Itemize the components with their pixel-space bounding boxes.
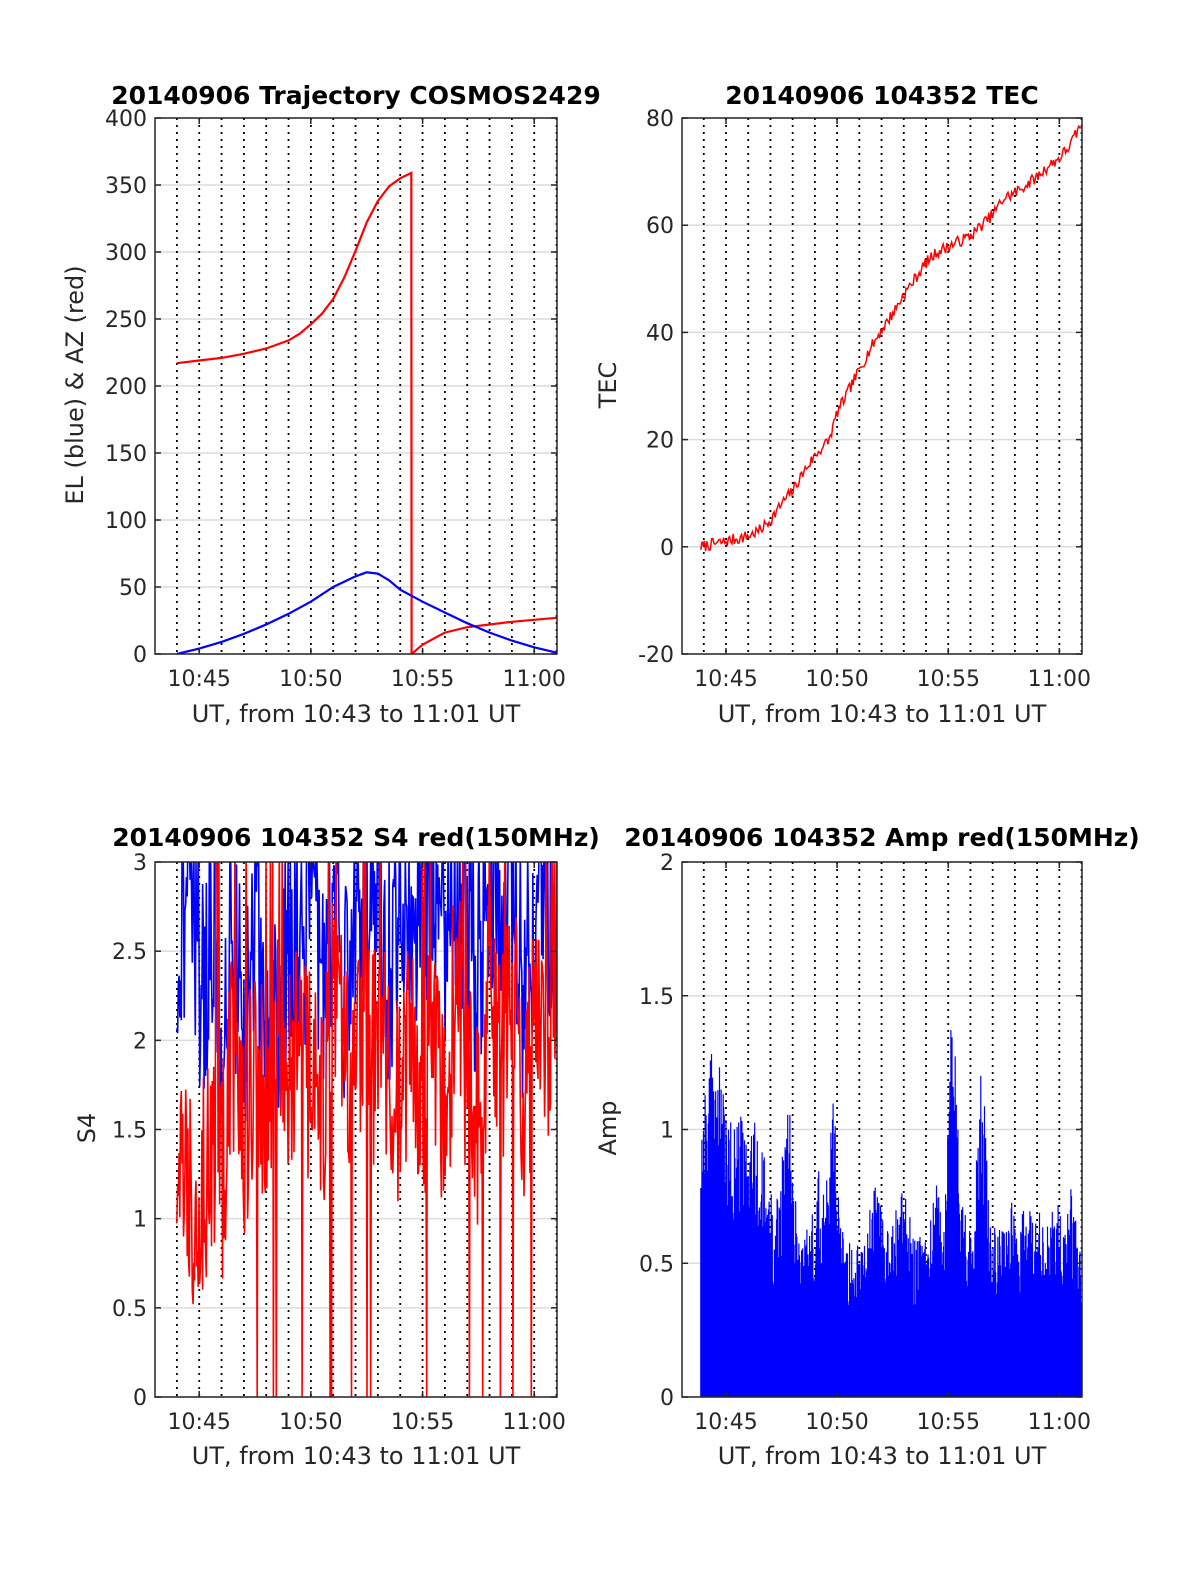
tec-ytick-label: 80 (646, 107, 674, 132)
trajectory-ytick-label: 0 (133, 643, 147, 668)
s4-xtick-label: 11:00 (503, 1410, 566, 1435)
trajectory-xtick-label: 10:50 (279, 667, 342, 692)
s4-ytick-label: 1 (133, 1208, 147, 1233)
tec-xtick-label: 10:50 (805, 667, 868, 692)
s4-ytick-label: 1.5 (112, 1119, 147, 1144)
s4-ytick-label: 0 (133, 1386, 147, 1411)
tec-ytick-label: -20 (638, 643, 674, 668)
s4-xtick-label: 10:45 (168, 1410, 231, 1435)
trajectory-title: 20140906 Trajectory COSMOS2429 (111, 81, 601, 110)
s4-ylabel: S4 (73, 1113, 101, 1144)
s4-ytick-label: 3 (133, 851, 147, 876)
tec-grid (682, 117, 1083, 655)
tec-xtick-label: 10:45 (694, 667, 757, 692)
trajectory-ytick-label: 400 (105, 107, 147, 132)
tec-xlabel: UT, from 10:43 to 11:01 UT (718, 700, 1047, 728)
elevation-line (176, 571, 557, 654)
tec-ylabel: TEC (594, 362, 622, 410)
trajectory-ytick-label: 100 (105, 509, 147, 534)
trajectory-ylabel: EL (blue) & AZ (red) (61, 265, 89, 504)
s4-xtick-label: 10:50 (279, 1410, 342, 1435)
trajectory-panel: 20140906 Trajectory COSMOS2429 EL (blue)… (61, 81, 601, 728)
tec-line (700, 124, 1082, 552)
tec-ytick-label: 20 (646, 429, 674, 454)
trajectory-xtick-label: 11:00 (503, 667, 566, 692)
trajectory-plot-area (176, 171, 557, 654)
amp-ytick-label: 0 (660, 1386, 674, 1411)
amp-panel: 20140906 104352 Amp red(150MHz) Amp UT, … (594, 823, 1140, 1470)
s4-plot-area (176, 862, 557, 1397)
azimuth-line (176, 171, 557, 654)
amp-title: 20140906 104352 Amp red(150MHz) (624, 823, 1140, 852)
s4-panel: 20140906 104352 S4 red(150MHz) S4 UT, fr… (73, 823, 600, 1470)
amp-xtick-label: 10:55 (917, 1410, 980, 1435)
trajectory-grid (155, 117, 558, 655)
s4-ytick-label: 0.5 (112, 1297, 147, 1322)
amp-ytick-label: 1.5 (639, 985, 674, 1010)
tec-ytick-label: 40 (646, 321, 674, 346)
trajectory-xtick-label: 10:55 (391, 667, 454, 692)
s4-title: 20140906 104352 S4 red(150MHz) (112, 823, 600, 852)
amp-plot-area (700, 1030, 1082, 1397)
amp-xtick-label: 10:50 (805, 1410, 868, 1435)
tec-xtick-label: 10:55 (917, 667, 980, 692)
s4-red-line (176, 862, 557, 1397)
trajectory-ytick-label: 150 (105, 442, 147, 467)
amp-xlabel: UT, from 10:43 to 11:01 UT (718, 1442, 1047, 1470)
trajectory-ytick-label: 50 (119, 576, 147, 601)
amp-ylabel: Amp (594, 1100, 622, 1155)
amp-ytick-label: 0.5 (639, 1252, 674, 1277)
trajectory-ytick-label: 250 (105, 308, 147, 333)
trajectory-xlabel: UT, from 10:43 to 11:01 UT (192, 700, 521, 728)
tec-plot-area (700, 124, 1082, 552)
tec-ytick-label: 0 (660, 536, 674, 561)
trajectory-ytick-label: 350 (105, 174, 147, 199)
amp-ytick-label: 2 (660, 851, 674, 876)
tec-axes-box (681, 117, 1083, 655)
amp-xtick-label: 10:45 (694, 1410, 757, 1435)
trajectory-ytick-label: 300 (105, 241, 147, 266)
s4-ytick-label: 2 (133, 1029, 147, 1054)
s4-xtick-label: 10:55 (391, 1410, 454, 1435)
s4-ytick-label: 2.5 (112, 940, 147, 965)
tec-title: 20140906 104352 TEC (725, 81, 1038, 110)
amp-bars (700, 1030, 1082, 1397)
amp-xtick-label: 11:00 (1028, 1410, 1091, 1435)
s4-xlabel: UT, from 10:43 to 11:01 UT (192, 1442, 521, 1470)
trajectory-xtick-label: 10:45 (168, 667, 231, 692)
tec-ytick-label: 60 (646, 214, 674, 239)
tec-xtick-label: 11:00 (1028, 667, 1091, 692)
amp-ytick-label: 1 (660, 1119, 674, 1144)
trajectory-ytick-label: 200 (105, 375, 147, 400)
tec-panel: 20140906 104352 TEC TEC UT, from 10:43 t… (594, 81, 1091, 728)
